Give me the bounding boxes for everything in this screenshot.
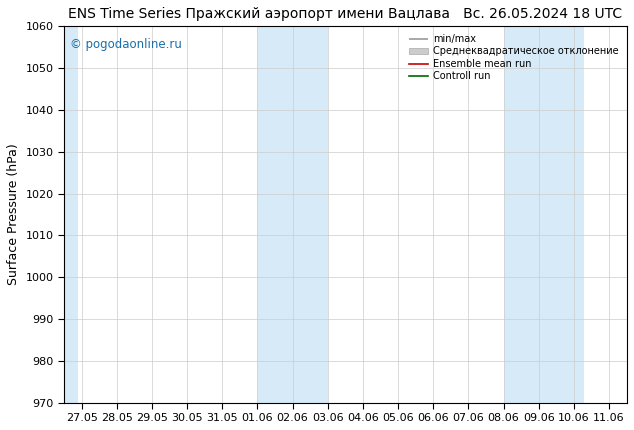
Bar (257, 26, 328, 402)
Legend: min/max, Среднеквадратическое отклонение, Ensemble mean run, Controll run: min/max, Среднеквадратическое отклонение… (406, 31, 622, 84)
Bar (503, 26, 585, 402)
Title: ENS Time Series Пражский аэропорт имени Вацлава   Вс. 26.05.2024 18 UTC: ENS Time Series Пражский аэропорт имени … (68, 7, 623, 21)
Bar (64, 26, 78, 402)
Text: © pogodaonline.ru: © pogodaonline.ru (70, 37, 181, 51)
Y-axis label: Surface Pressure (hPa): Surface Pressure (hPa) (7, 144, 20, 286)
